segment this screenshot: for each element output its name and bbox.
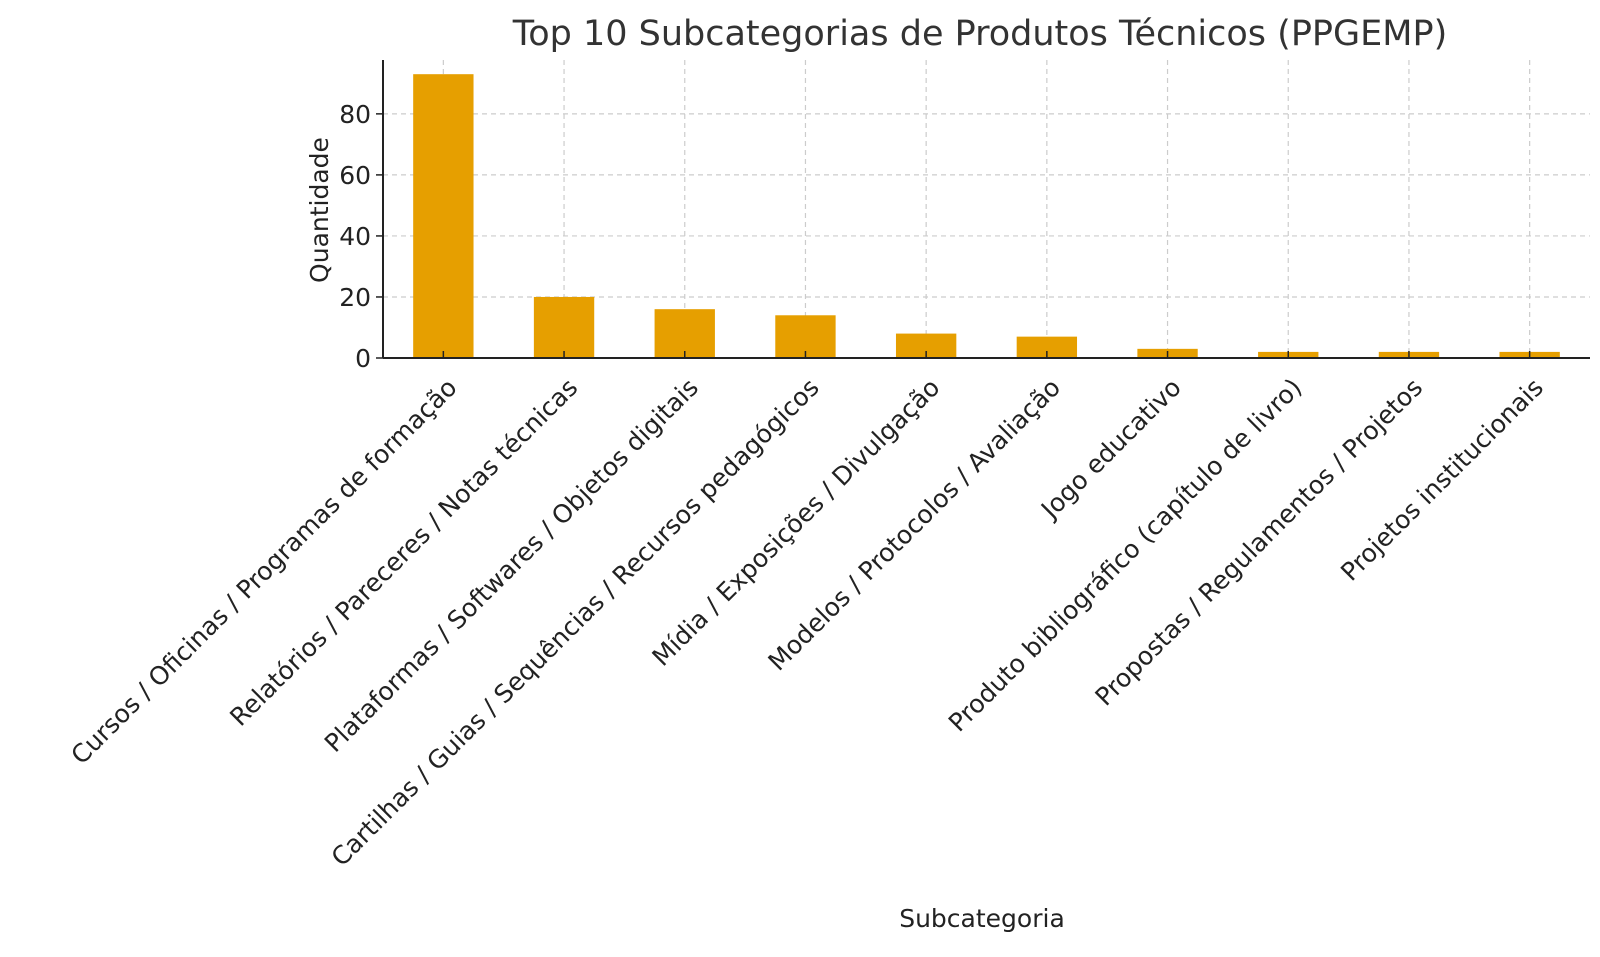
y-tick-label-60: 60 [339, 161, 371, 190]
bar-6 [1016, 336, 1078, 358]
chart-title: Top 10 Subcategorias de Produtos Técnico… [512, 14, 1447, 54]
bar-3 [654, 309, 715, 358]
y-tick-label-40: 40 [339, 222, 371, 251]
bar-4 [775, 315, 836, 358]
x-ticks: Cursos / Oficinas / Programas de formaçã… [65, 351, 1549, 872]
y-tick-label-0: 0 [355, 344, 371, 373]
y-axis-label: Quantidade [305, 137, 334, 283]
y-tick-label-20: 20 [339, 283, 371, 312]
bars-layer [413, 74, 1560, 358]
x-tick-label-10: Projetos institucionais [1335, 373, 1549, 587]
y-ticks: 0 20 40 60 80 [339, 100, 383, 373]
y-tick-label-80: 80 [339, 100, 371, 129]
bar-2 [533, 296, 595, 358]
grid-layer [383, 60, 1590, 358]
axes-layer [382, 60, 1590, 359]
x-axis-label: Subcategoria [899, 904, 1065, 933]
bar-1 [413, 74, 474, 358]
